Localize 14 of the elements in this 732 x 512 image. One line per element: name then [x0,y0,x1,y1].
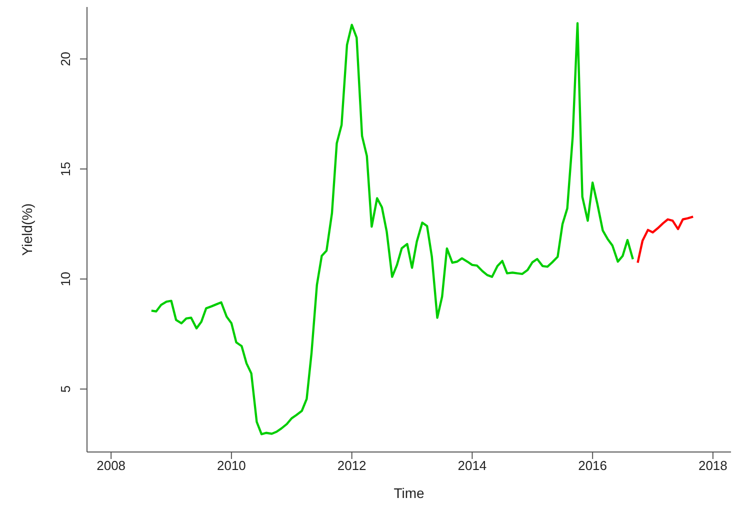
x-tick-label: 2012 [337,458,366,474]
x-tick-label: 2008 [96,458,126,474]
y-tick-label: 20 [58,52,73,66]
line-series [150,22,634,436]
y-tick-label: 10 [58,272,73,286]
x-tick-label: 2016 [578,458,608,474]
x-axis-title: Time [394,485,425,501]
x-tick-label: 2018 [698,458,728,474]
y-axis-title: Yield(%) [18,203,35,256]
y-tick-label: 15 [58,162,73,176]
x-tick-label: 2014 [458,458,487,474]
x-tick-label: 2010 [216,458,246,474]
y-tick-label: 5 [58,385,73,393]
line-series [636,216,694,264]
